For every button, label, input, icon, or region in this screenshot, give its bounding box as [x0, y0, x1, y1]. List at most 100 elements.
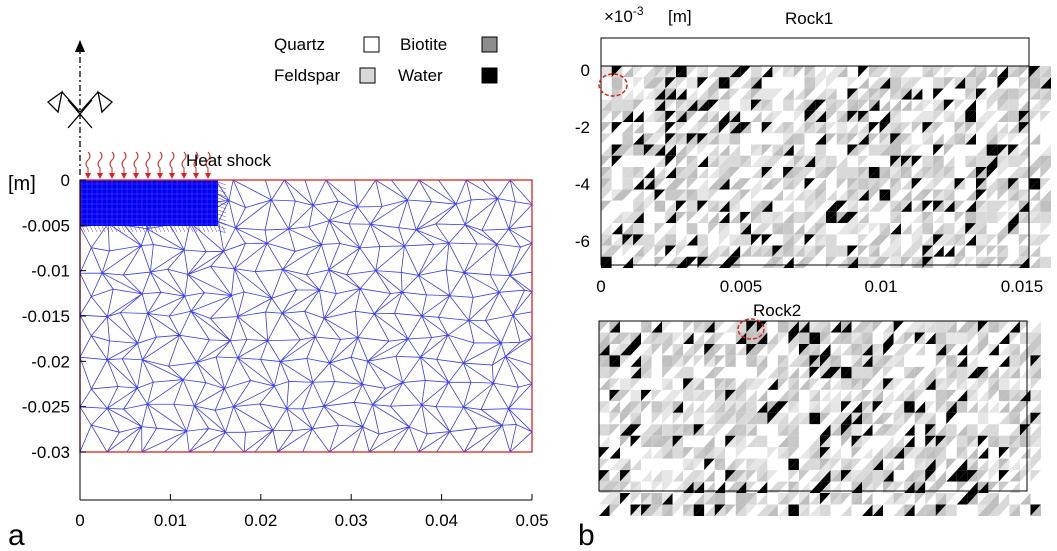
- grain-cell: [904, 366, 915, 379]
- grain-cell: [686, 223, 698, 235]
- grain-cell: [630, 321, 642, 333]
- grain-cell: [609, 332, 621, 344]
- grain-cell: [708, 88, 719, 100]
- grain-cell: [751, 133, 762, 145]
- grain-cell: [601, 167, 612, 179]
- grain-cell: [783, 234, 794, 246]
- grain-cell: [729, 211, 741, 224]
- grain-cell: [965, 189, 976, 201]
- grain-cell: [665, 189, 676, 201]
- y-tick-label-b: 0: [581, 61, 590, 80]
- grain-cell: [772, 155, 784, 167]
- grain-cell: [756, 424, 768, 436]
- grain-cell: [965, 200, 976, 212]
- grain-cell: [1029, 133, 1041, 145]
- grain-cell: [740, 167, 751, 179]
- grain-cell: [933, 167, 944, 179]
- grain-cell: [893, 481, 905, 494]
- grain-cell: [1008, 200, 1019, 212]
- grain-cell: [914, 389, 926, 402]
- axis-arrow-head: [75, 40, 85, 52]
- grain-cell: [740, 77, 751, 89]
- grain-cell: [630, 435, 642, 448]
- grain-cell: [740, 66, 751, 78]
- grain-cell: [601, 77, 612, 89]
- grain-cell: [847, 66, 859, 78]
- grain-cell: [725, 378, 736, 390]
- grain-cell: [708, 200, 719, 212]
- grain-cell: [643, 200, 655, 212]
- grain-cell: [954, 155, 966, 167]
- grain-cell: [872, 412, 884, 425]
- heat-arrow-icon: [157, 151, 163, 179]
- grain-cell: [826, 110, 837, 123]
- grain-cell: [761, 66, 773, 78]
- grain-cell: [601, 234, 612, 246]
- grain-cell: [976, 88, 987, 100]
- grain-cell: [793, 99, 805, 111]
- grain-cell: [904, 355, 915, 367]
- grain-cell: [965, 99, 976, 111]
- grain-cell: [956, 481, 968, 494]
- grain-cell: [777, 481, 789, 494]
- grain-cell: [956, 470, 968, 482]
- grain-cell: [935, 481, 947, 494]
- grain-cell: [767, 378, 778, 390]
- grain-cell: [772, 211, 784, 224]
- grain-cell: [665, 144, 676, 156]
- grain-cell: [901, 144, 912, 156]
- grain-cell: [622, 245, 634, 257]
- grain-cell: [1009, 389, 1020, 402]
- grain-cell: [988, 378, 999, 390]
- grain-cell: [1008, 189, 1019, 201]
- grain-cell: [1019, 366, 1031, 379]
- grain-cell: [654, 133, 666, 145]
- grain-cell: [804, 167, 816, 179]
- grain-cell: [893, 470, 905, 482]
- grain-cell: [872, 389, 884, 402]
- grain-cell: [841, 378, 852, 390]
- grain-cell: [862, 447, 873, 459]
- grain-cell: [611, 133, 623, 145]
- grain-cell: [654, 189, 666, 201]
- grain-cell: [1008, 88, 1019, 100]
- grain-cell: [746, 343, 757, 356]
- grain-cell: [676, 110, 687, 123]
- grain-cell: [672, 481, 684, 494]
- grain-cell: [935, 343, 947, 356]
- grain-cell: [976, 223, 987, 235]
- grain-cell: [925, 435, 936, 448]
- grain-cell: [815, 99, 826, 111]
- grain-cell: [633, 245, 644, 257]
- grain-cell: [943, 77, 955, 89]
- grain-cell: [767, 355, 778, 367]
- y-tick-label-a: -0.005: [22, 216, 70, 235]
- grain-cell: [654, 66, 666, 78]
- grain-cell: [611, 167, 623, 179]
- grain-cell: [922, 77, 934, 89]
- grain-cell: [911, 122, 923, 134]
- grain-cell: [851, 435, 863, 448]
- grain-cell: [815, 189, 826, 201]
- grain-cell: [643, 155, 655, 167]
- grain-cell: [609, 401, 621, 413]
- grain-cell: [651, 355, 663, 367]
- grain-cell: [793, 167, 805, 179]
- grain-cell: [820, 401, 831, 413]
- grain-cell: [836, 99, 848, 111]
- grain-cell: [783, 144, 794, 156]
- grain-cell: [965, 88, 976, 100]
- grain-cell: [911, 211, 923, 224]
- grain-cell: [997, 189, 1009, 201]
- grain-cell: [683, 378, 694, 390]
- grain-cell: [783, 245, 794, 257]
- grain-cell: [718, 88, 730, 100]
- grain-cell: [1029, 223, 1041, 235]
- grain-cell: [1018, 99, 1030, 111]
- grain-cell: [633, 66, 644, 78]
- grain-cell: [809, 481, 820, 494]
- grain-cell: [751, 77, 762, 89]
- grain-cell: [622, 110, 634, 123]
- grain-cell: [693, 493, 705, 505]
- grain-cell: [643, 88, 655, 100]
